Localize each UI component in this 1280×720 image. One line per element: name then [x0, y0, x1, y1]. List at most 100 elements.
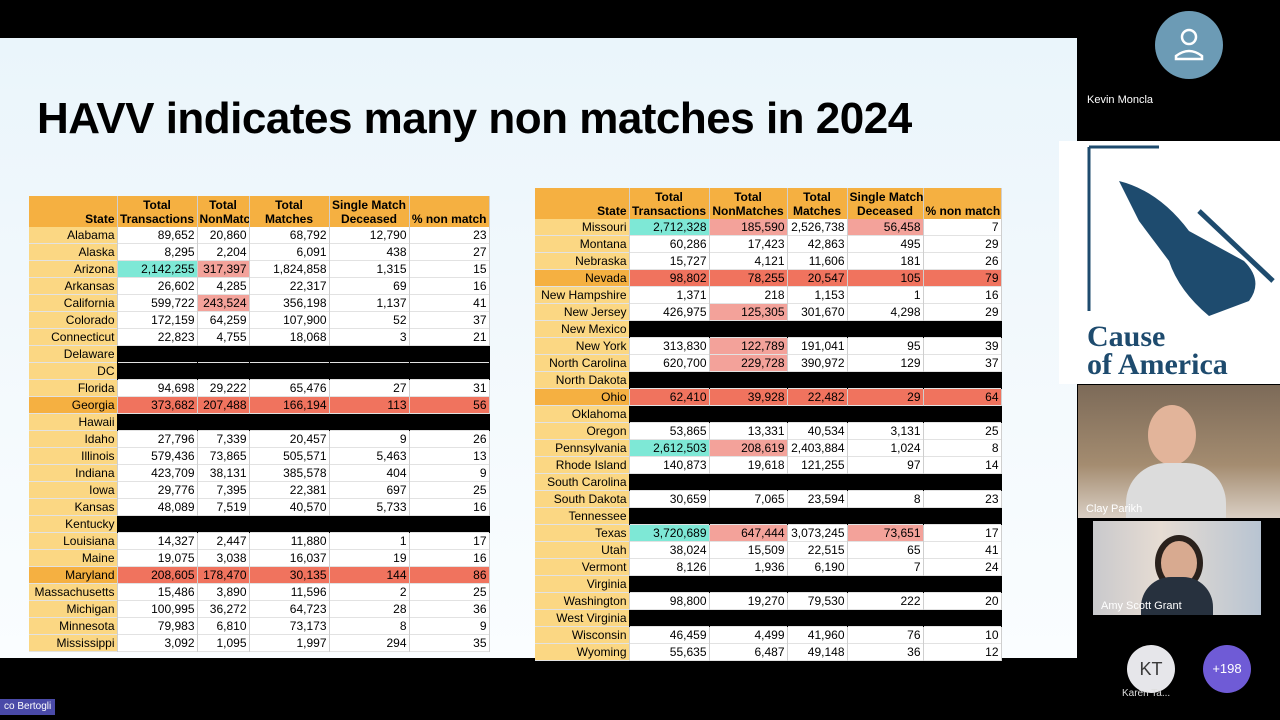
table-row: Ohio 62,410 39,928 22,482 29 64 [535, 388, 1002, 406]
cell-tn: 207,488 [197, 396, 250, 414]
cell-pct: 37 [923, 354, 1002, 372]
video-tile-clay[interactable]: Clay Parikh [1078, 385, 1280, 518]
cell-tm: 121,255 [787, 456, 848, 474]
cell-tn [709, 507, 788, 525]
more-participants-button[interactable]: +198 [1203, 645, 1251, 693]
cell-pct: 39 [923, 337, 1002, 355]
cell-sd [847, 609, 924, 627]
state-name-cell: California [29, 294, 118, 312]
table-row: Louisiana 14,327 2,447 11,880 1 17 [29, 532, 490, 550]
header-total-nonmatches-line1: Total [209, 198, 237, 212]
cell-tm: 73,173 [249, 617, 330, 635]
cell-pct [923, 320, 1002, 338]
cell-tn: 243,524 [197, 294, 250, 312]
karen-avatar[interactable]: KT [1127, 645, 1175, 693]
cell-pct: 16 [409, 277, 490, 295]
table-row: Kansas 48,089 7,519 40,570 5,733 16 [29, 498, 490, 516]
cell-sd: 3,131 [847, 422, 924, 440]
cell-tt: 48,089 [117, 498, 198, 516]
table-row: Oklahoma [535, 405, 1002, 423]
cell-tn: 647,444 [709, 524, 788, 542]
header-single-match-deceased: Single Match Deceased [847, 188, 924, 219]
cell-tn [197, 413, 250, 431]
cell-tt: 29,776 [117, 481, 198, 499]
cell-tm [787, 405, 848, 423]
cell-sd: 19 [329, 549, 410, 567]
cell-sd: 12,790 [329, 227, 410, 244]
cell-tn [709, 609, 788, 627]
cell-tn [709, 473, 788, 491]
cell-tn: 73,865 [197, 447, 250, 465]
header-total-matches-line2: Matches [264, 212, 314, 226]
header-total-transactions: Total Transactions [629, 188, 710, 219]
cell-pct: 23 [409, 227, 490, 244]
cell-tm: 356,198 [249, 294, 330, 312]
left-state-table: StateTotalTransactionsTotalNonMatchesTot… [29, 196, 490, 652]
cell-sd [329, 345, 410, 363]
cell-tn: 4,121 [709, 252, 788, 270]
state-name-cell: Iowa [29, 481, 118, 499]
cell-tm: 1,153 [787, 286, 848, 304]
state-name-cell: Kansas [29, 498, 118, 516]
cell-pct: 12 [923, 643, 1002, 661]
cell-tm: 1,997 [249, 634, 330, 652]
state-name-cell: North Carolina [535, 354, 630, 372]
cell-sd: 2 [329, 583, 410, 601]
table-row: DC [29, 362, 490, 380]
cell-tm: 385,578 [249, 464, 330, 482]
kevin-avatar[interactable] [1155, 11, 1223, 79]
state-name-cell: Nebraska [535, 252, 630, 270]
cell-tn: 38,131 [197, 464, 250, 482]
cell-sd: 5,733 [329, 498, 410, 516]
table-row: Illinois 579,436 73,865 505,571 5,463 13 [29, 447, 490, 465]
cell-sd: 697 [329, 481, 410, 499]
cell-sd [847, 320, 924, 338]
table-row: Hawaii [29, 413, 490, 431]
cell-sd: 404 [329, 464, 410, 482]
state-name-cell: Nevada [535, 269, 630, 287]
cell-tt: 27,796 [117, 430, 198, 448]
cell-sd [329, 362, 410, 380]
cell-pct: 9 [409, 464, 490, 482]
cell-tn: 7,519 [197, 498, 250, 516]
table-row: Colorado 172,159 64,259 107,900 52 37 [29, 311, 490, 329]
cell-sd: 8 [329, 617, 410, 635]
cell-tt: 140,873 [629, 456, 710, 474]
cell-tn: 3,890 [197, 583, 250, 601]
cell-sd [329, 515, 410, 533]
cell-tn [197, 515, 250, 533]
cell-tt: 208,605 [117, 566, 198, 584]
cell-tt: 98,800 [629, 592, 710, 610]
participant-name-clay: Clay Parikh [1086, 503, 1143, 515]
cell-tm: 505,571 [249, 447, 330, 465]
state-name-cell: Rhode Island [535, 456, 630, 474]
cell-sd: 69 [329, 277, 410, 295]
cell-tn [197, 345, 250, 363]
cell-tn: 15,509 [709, 541, 788, 559]
cell-sd [847, 473, 924, 491]
state-name-cell: West Virginia [535, 609, 630, 627]
cell-tn: 29,222 [197, 379, 250, 397]
state-name-cell: Illinois [29, 447, 118, 465]
cell-sd [329, 413, 410, 431]
state-name-cell: Connecticut [29, 328, 118, 346]
table-row: Vermont 8,126 1,936 6,190 7 24 [535, 558, 1002, 576]
state-name-cell: Tennessee [535, 507, 630, 525]
header-total-transactions-line1: Total [655, 190, 683, 204]
state-name-cell: Georgia [29, 396, 118, 414]
cell-tn: 39,928 [709, 388, 788, 406]
cell-tt: 15,486 [117, 583, 198, 601]
table-row: Oregon 53,865 13,331 40,534 3,131 25 [535, 422, 1002, 440]
header-total-transactions-line1: Total [143, 198, 171, 212]
header-total-matches: Total Matches [787, 188, 848, 219]
cell-sd: 1 [847, 286, 924, 304]
cell-pct: 9 [409, 617, 490, 635]
cell-tn: 7,065 [709, 490, 788, 508]
logo-text: Cause of America [1087, 322, 1228, 380]
cell-tm: 11,880 [249, 532, 330, 550]
video-tile-amy[interactable]: Amy Scott Grant [1093, 521, 1261, 615]
header-single-match-deceased-line1: Single Match [331, 198, 406, 212]
cell-sd [847, 405, 924, 423]
participant-shirt [1141, 577, 1213, 615]
state-name-cell: Delaware [29, 345, 118, 363]
